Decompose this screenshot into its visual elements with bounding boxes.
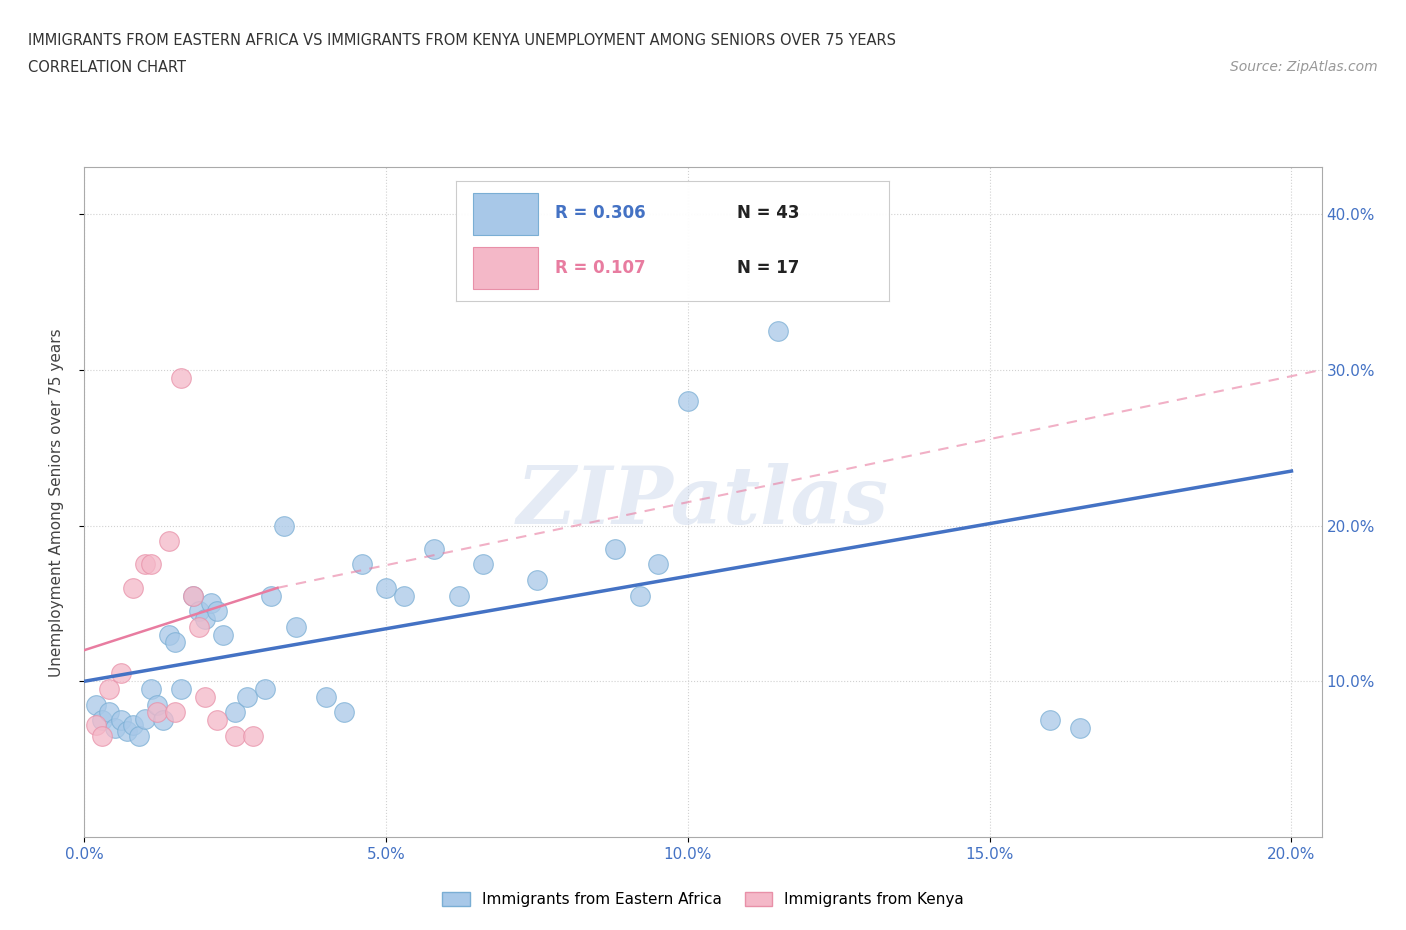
Point (97, 705, 120, 720)
Point (115, 724, 138, 738)
Point (157, 627, 180, 642)
Point (333, 705, 356, 720)
Text: IMMIGRANTS FROM EASTERN AFRICA VS IMMIGRANTS FROM KENYA UNEMPLOYMENT AMONG SENIO: IMMIGRANTS FROM EASTERN AFRICA VS IMMIGR… (28, 33, 896, 47)
Point (146, 705, 169, 720)
Point (526, 573, 548, 588)
Point (628, 588, 651, 603)
Point (91, 728, 114, 743)
Point (375, 580, 398, 595)
Point (110, 712, 132, 727)
Point (1039, 712, 1062, 727)
Point (447, 588, 470, 603)
Point (139, 557, 162, 572)
Point (423, 541, 446, 556)
Point (205, 604, 228, 618)
Point (134, 557, 156, 572)
Text: ZIPatlas: ZIPatlas (517, 463, 889, 541)
Point (110, 666, 132, 681)
Point (163, 635, 186, 650)
Point (205, 712, 228, 727)
Point (157, 534, 180, 549)
Point (273, 518, 295, 533)
Y-axis label: Unemployment Among Seniors over 75 years: Unemployment Among Seniors over 75 years (49, 328, 63, 676)
Point (91, 712, 114, 727)
Point (152, 712, 174, 727)
Text: Source: ZipAtlas.com: Source: ZipAtlas.com (1230, 60, 1378, 74)
Point (224, 705, 246, 720)
Point (134, 711, 156, 726)
Point (121, 717, 143, 732)
Point (350, 557, 373, 572)
Legend: Immigrants from Eastern Africa, Immigrants from Kenya: Immigrants from Eastern Africa, Immigran… (436, 885, 970, 913)
Point (121, 580, 143, 595)
Point (97, 682, 120, 697)
Point (1069, 721, 1091, 736)
Point (170, 682, 193, 697)
Point (181, 588, 204, 603)
Point (768, 324, 790, 339)
Point (103, 721, 125, 736)
Point (212, 627, 235, 642)
Point (188, 619, 211, 634)
Point (394, 588, 416, 603)
Point (260, 588, 283, 603)
Point (181, 588, 204, 603)
Point (647, 557, 669, 572)
Point (146, 698, 169, 712)
Point (170, 370, 193, 385)
Point (194, 689, 217, 704)
Point (188, 604, 211, 618)
Point (200, 596, 222, 611)
Point (284, 619, 307, 634)
Point (86, 698, 108, 712)
Point (86, 717, 108, 732)
Point (315, 689, 337, 704)
Point (242, 728, 264, 743)
Text: CORRELATION CHART: CORRELATION CHART (28, 60, 186, 75)
Point (605, 541, 627, 556)
Point (128, 728, 150, 743)
Point (236, 689, 259, 704)
Point (471, 557, 494, 572)
Point (163, 705, 186, 720)
Point (676, 393, 699, 408)
Point (194, 612, 217, 627)
Point (224, 728, 246, 743)
Point (254, 682, 277, 697)
Point (139, 682, 162, 697)
